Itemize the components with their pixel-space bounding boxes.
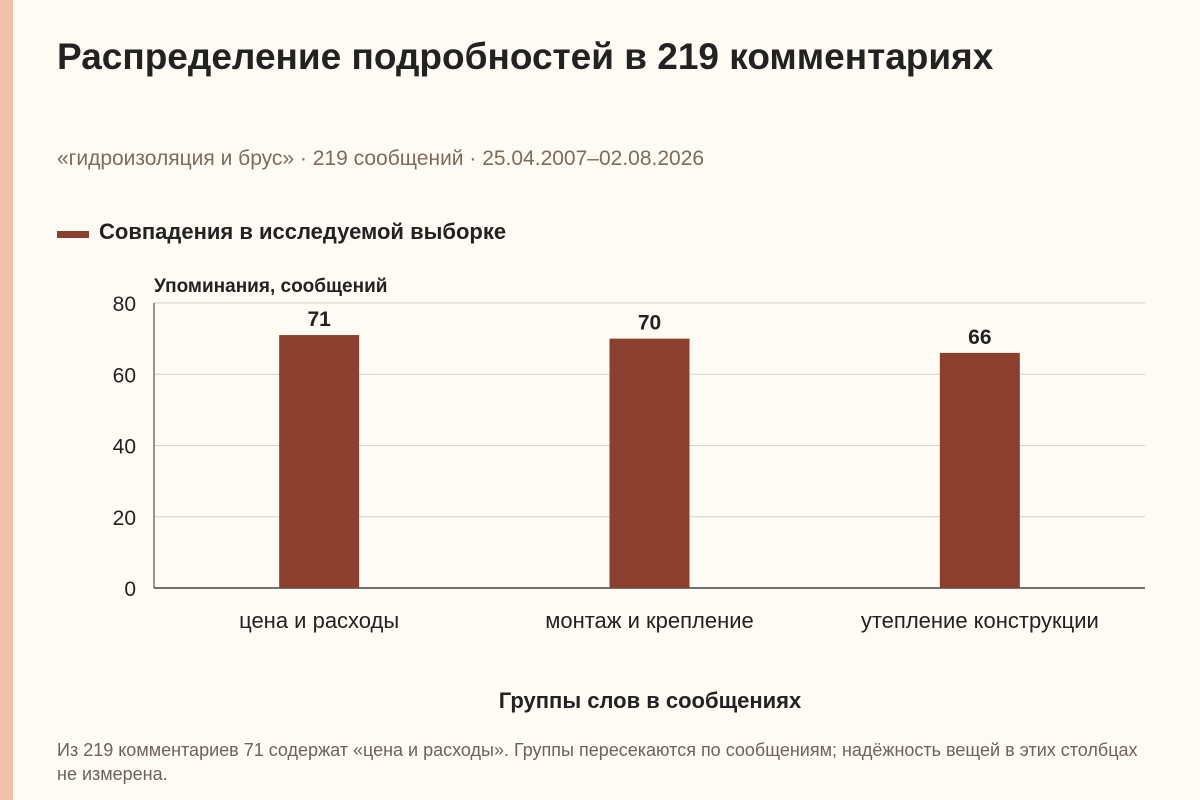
x-tick-label: монтаж и крепление (545, 608, 754, 633)
x-tick-label: утепление конструкции (861, 608, 1099, 633)
footnote: Из 219 комментариев 71 содержат «цена и … (57, 740, 1138, 784)
x-tick-label: цена и расходы (239, 608, 399, 633)
data-labels: 71 70 66 (307, 308, 991, 349)
chart-legend: Совпадения в исследуемой выборке (57, 219, 506, 245)
y-tick-label: 40 (113, 436, 136, 459)
y-tick-labels: 0 20 40 60 80 (113, 293, 136, 601)
bar (939, 352, 1020, 588)
chart-subtitle: «гидроизоляция и брус» · 219 сообщений ·… (57, 147, 705, 170)
y-tick-label: 60 (113, 364, 136, 387)
data-label: 71 (307, 308, 331, 331)
data-label: 66 (968, 326, 991, 349)
y-axis-label: Упоминания, сообщений (154, 276, 387, 297)
y-tick-label: 20 (113, 507, 136, 530)
chart-title: Распределение подробностей в 219 коммент… (57, 36, 994, 77)
bar-chart: 0 20 40 60 80 71 70 66 цена и расходы монтаж и … (113, 276, 1145, 713)
bar (609, 338, 690, 588)
data-label: 70 (638, 312, 661, 335)
bar (279, 335, 360, 588)
legend-label: Совпадения в исследуемой выборке (99, 219, 507, 244)
bars (279, 335, 1020, 588)
left-accent-band (0, 0, 13, 800)
x-axis-label: Группы слов в сообщениях (499, 688, 802, 713)
y-tick-label: 0 (124, 578, 136, 601)
x-tick-labels: цена и расходы монтаж и крепление утеплени… (239, 608, 1099, 633)
legend-swatch (57, 230, 89, 238)
y-tick-label: 80 (113, 293, 136, 316)
